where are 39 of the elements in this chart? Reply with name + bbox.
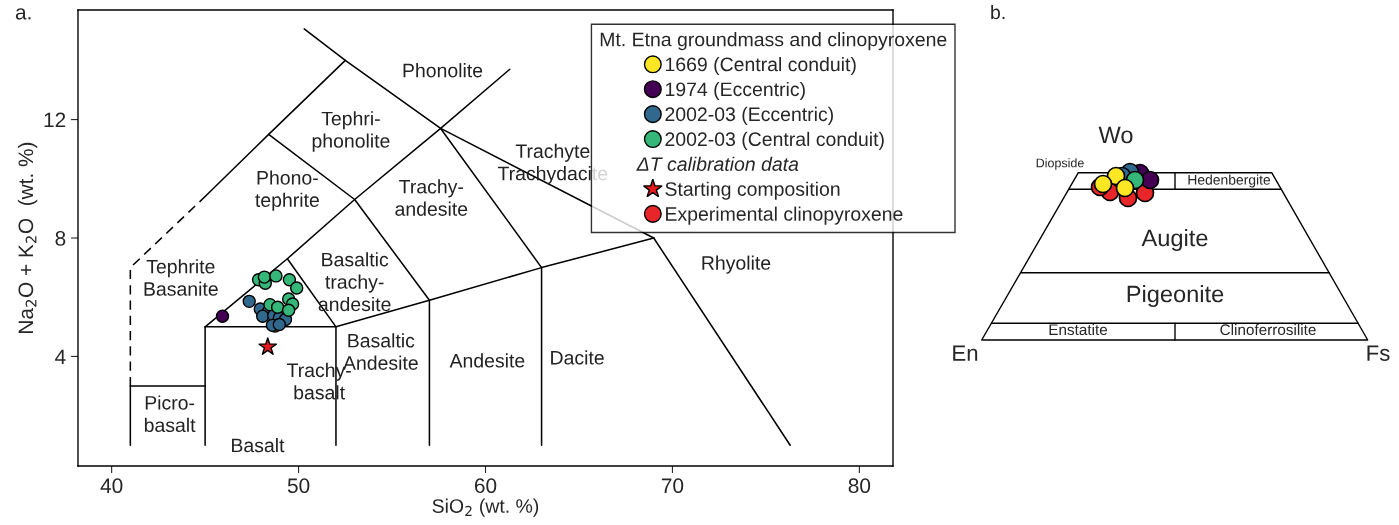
text: Wo — [1098, 126, 1133, 144]
annotation: ΔT calibration data — [636, 156, 799, 172]
text: Diopside — [1036, 158, 1084, 170]
annotation: Tephri- phonolite — [312, 111, 390, 152]
y-tick-label: 12 — [44, 112, 66, 128]
x-tick-label: 60 — [474, 478, 497, 494]
text: Fs — [1367, 345, 1390, 361]
annotation: Basalt — [232, 437, 285, 453]
text: b. — [991, 4, 1005, 20]
text: Augite — [1141, 229, 1208, 251]
x-axis-title: SiO$_{2}$ (wt. %) — [432, 498, 539, 517]
annotation: Dacite — [551, 350, 604, 365]
legend-label: 2002-03 (Eccentric) — [665, 106, 833, 125]
annotation: Phono- tephrite — [255, 170, 319, 211]
annotation: Rhyolite — [702, 255, 771, 274]
annotation: Trachy- andesite — [395, 179, 468, 216]
x-tick-label: 40 — [100, 478, 123, 494]
legend-label: Experimental clinopyroxene — [666, 206, 903, 225]
legend-label: 1974 (Eccentric) — [665, 81, 805, 101]
legend-title: Mt. Etna groundmass and clinopyroxene — [600, 32, 947, 51]
y-tick-label: 8 — [55, 231, 66, 246]
text: Enstatite — [1049, 323, 1108, 336]
annotation: Phonolite — [403, 63, 483, 78]
y-tick-label: 4 — [55, 349, 66, 364]
x-tick-label: 50 — [287, 478, 310, 494]
annotation: Andesite — [449, 353, 525, 368]
legend-label: 1669 (Central conduit) — [665, 56, 856, 76]
legend-label: Starting composition — [665, 181, 840, 200]
legend-label: 2002-03 (Central conduit) — [665, 131, 884, 150]
text: En — [953, 345, 978, 361]
text: Clinoferrosilite — [1220, 323, 1316, 336]
text: Hedenbergite — [1188, 174, 1271, 188]
x-tick-label: 80 — [848, 478, 871, 494]
text: Pigeonite — [1127, 285, 1224, 308]
annotation: Picro- basalt — [144, 395, 196, 433]
annotation: Tephrite Basanite — [144, 259, 218, 296]
y-axis-title: Na$_{2}$O + K$_{2}$O (wt. %) — [17, 142, 38, 333]
text: a. — [15, 8, 31, 20]
x-tick-label: 70 — [661, 478, 684, 494]
